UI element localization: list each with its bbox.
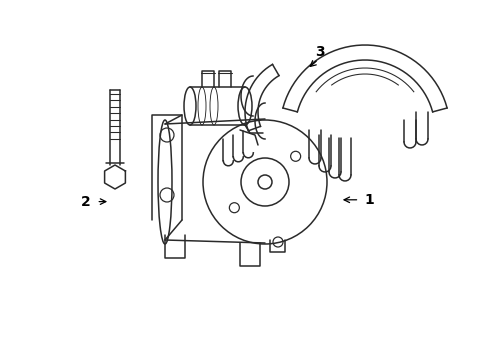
- Text: 2: 2: [81, 195, 90, 208]
- Text: 3: 3: [315, 45, 325, 59]
- Text: 1: 1: [364, 193, 373, 207]
